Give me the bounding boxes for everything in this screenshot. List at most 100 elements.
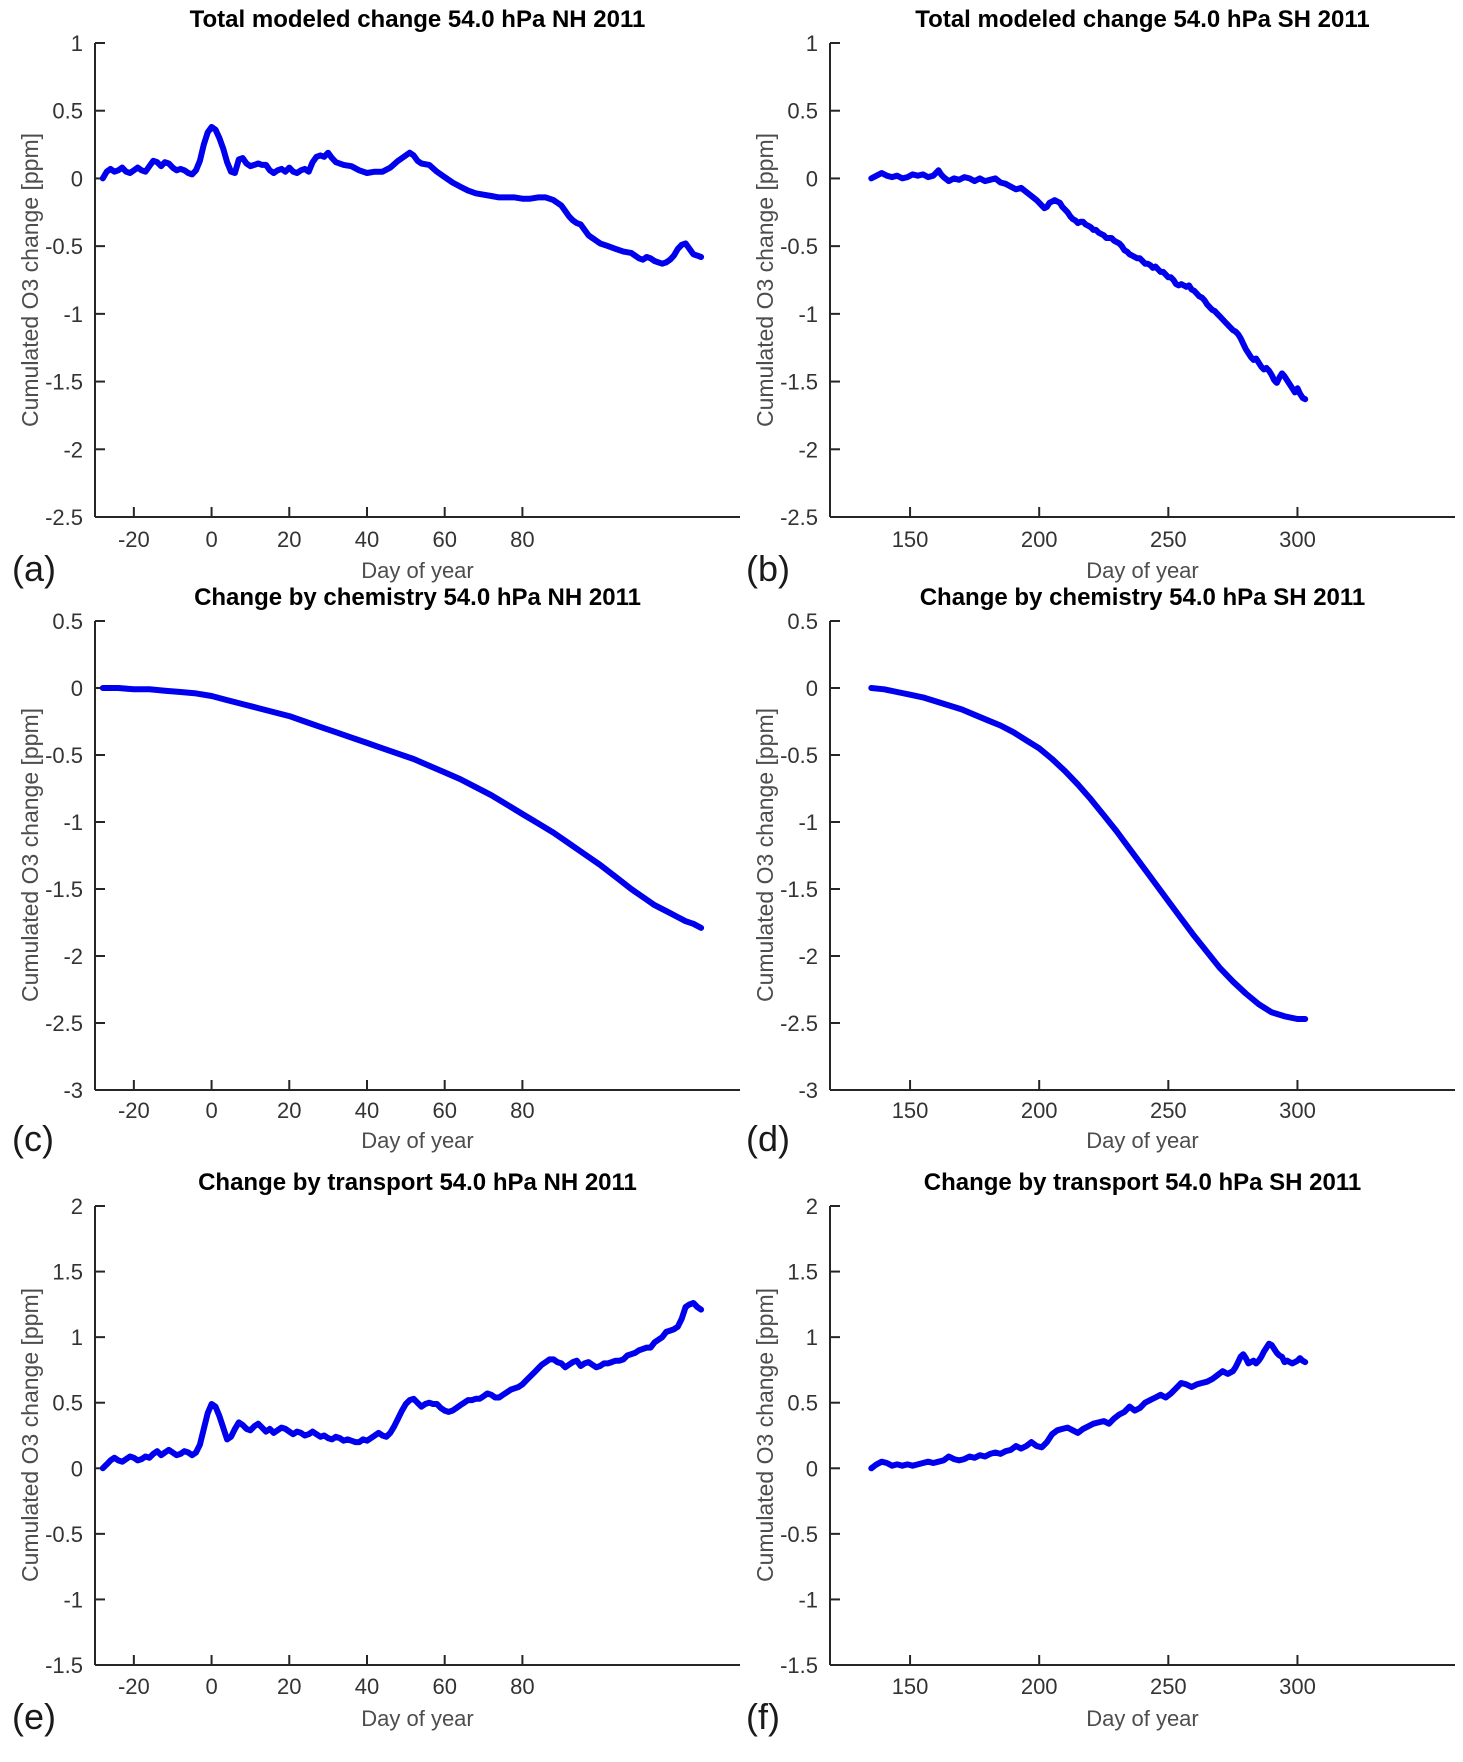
- panel-e-x-tick-label: 40: [355, 1674, 379, 1699]
- panel-e-x-tick-label: 20: [277, 1674, 301, 1699]
- panel-b-y-tick-label: -0.5: [780, 234, 818, 259]
- panel-b-x-tick-label: 150: [892, 527, 929, 552]
- panel-c-letter: (c): [12, 1118, 54, 1159]
- panel-c-xlabel: Day of year: [361, 1128, 474, 1153]
- panel-e-y-tick-label: -0.5: [45, 1522, 83, 1547]
- panel-a-ylabel: Cumulated O3 change [ppm]: [17, 132, 43, 428]
- panel-e-y-tick-label: 2: [71, 1194, 83, 1219]
- panel-d-xlabel: Day of year: [1086, 1128, 1199, 1153]
- panel-b-y-tick-label: -2.5: [780, 505, 818, 530]
- panel-c-x-tick-label: 20: [277, 1098, 301, 1123]
- panel-c-y-tick-label: -1: [63, 810, 83, 835]
- panel-d-y-tick-label: -0.5: [780, 743, 818, 768]
- panel-e-y-tick-label: 0: [71, 1456, 83, 1481]
- panel-d-letter: (d): [746, 1118, 790, 1159]
- panel-e-ylabel: Cumulated O3 change [ppm]: [17, 1287, 43, 1583]
- panel-f-title: Change by transport 54.0 hPa SH 2011: [923, 1169, 1362, 1196]
- panel-e-x-tick-label: 60: [432, 1674, 456, 1699]
- panel-d-chart: 150 200 250 300 0.5 0 -0.5 -1 -1.5 -2 -2.5 -3: [780, 609, 1455, 1123]
- panel-b-chart: 150 200 250 300 1 0.5 0 -0.5 -1 -1.5 -2 -2.5: [780, 31, 1455, 552]
- panel-f-y-tick-label: -1: [798, 1587, 818, 1612]
- panel-c-x-tick-label: 60: [432, 1098, 456, 1123]
- panel-b-data-line: [868, 167, 1309, 403]
- panel-f-x-tick-label: 250: [1150, 1674, 1187, 1699]
- panel-d-y-tick-label: -3: [798, 1078, 818, 1103]
- panel-e-data-line: [99, 1300, 705, 1472]
- panel-a-x-tick-label: 40: [355, 527, 379, 552]
- panel-b-y-tick-label: -1: [798, 302, 818, 327]
- panel-c-ylabel: Cumulated O3 change [ppm]: [17, 707, 43, 1003]
- panel-e-x-tick-label: 80: [510, 1674, 534, 1699]
- panel-a-y-tick-label: -0.5: [45, 234, 83, 259]
- panel-a-y-tick-label: -2.5: [45, 505, 83, 530]
- panel-e-y-tick-label: -1.5: [45, 1653, 83, 1678]
- panel-a-x-tick-label: 20: [277, 527, 301, 552]
- panel-b-y-tick-label: 0: [806, 166, 818, 191]
- panel-b-ylabel: Cumulated O3 change [ppm]: [752, 132, 778, 428]
- panel-d-data-line: [868, 685, 1309, 1022]
- panel-f-letter: (f): [746, 1696, 780, 1737]
- panel-d-y-tick-label: -2: [798, 944, 818, 969]
- panel-b-y-tick-label: 1: [806, 31, 818, 56]
- panel-e-xlabel: Day of year: [361, 1706, 474, 1731]
- panel-d-y-tick-label: -2.5: [780, 1011, 818, 1036]
- panel-d-ylabel: Cumulated O3 change [ppm]: [752, 707, 778, 1003]
- panel-d-y-tick-label: 0.5: [787, 609, 818, 634]
- panel-e-x-tick-label: 0: [205, 1674, 217, 1699]
- panel-a-xlabel: Day of year: [361, 558, 474, 583]
- panel-e-title: Change by transport 54.0 hPa NH 2011: [198, 1169, 637, 1196]
- panel-c-x-tick-label: 40: [355, 1098, 379, 1123]
- panel-a-y-tick-label: 0.5: [52, 99, 83, 124]
- panel-b-x-tick-label: 300: [1279, 527, 1316, 552]
- panel-c-y-tick-label: -2: [63, 944, 83, 969]
- panel-f-y-tick-label: 0.5: [787, 1391, 818, 1416]
- panel-d-title: Change by chemistry 54.0 hPa SH 2011: [919, 584, 1366, 611]
- panel-d-x-tick-label: 300: [1279, 1098, 1316, 1123]
- panel-b-letter: (b): [746, 548, 790, 589]
- panel-c-data-line: [99, 685, 705, 931]
- panel-b-x-tick-label: 200: [1021, 527, 1058, 552]
- panel-a-x-tick-label: 80: [510, 527, 534, 552]
- panel-c-x-tick-label: 0: [205, 1098, 217, 1123]
- panel-c-y-tick-label: -2.5: [45, 1011, 83, 1036]
- panel-c-y-tick-label: -1.5: [45, 877, 83, 902]
- panel-b-y-tick-label: -1.5: [780, 370, 818, 395]
- panel-b-x-tick-label: 250: [1150, 527, 1187, 552]
- panel-c-y-tick-label: 0: [71, 676, 83, 701]
- panel-a-x-tick-label: -20: [118, 527, 150, 552]
- panel-d-x-tick-label: 250: [1150, 1098, 1187, 1123]
- panel-f-xlabel: Day of year: [1086, 1706, 1199, 1731]
- panel-a-y-tick-label: -2: [63, 437, 83, 462]
- panel-a-y-tick-label: 1: [71, 31, 83, 56]
- panel-f-data-line: [868, 1340, 1309, 1472]
- panel-d-x-tick-label: 200: [1021, 1098, 1058, 1123]
- panel-a-title: Total modeled change 54.0 hPa NH 2011: [189, 6, 646, 33]
- panel-b-y-tick-label: 0.5: [787, 99, 818, 124]
- panel-f-y-tick-label: 2: [806, 1194, 818, 1219]
- panel-d-x-tick-label: 150: [892, 1098, 929, 1123]
- panel-f-y-tick-label: 1: [806, 1325, 818, 1350]
- panel-a-y-tick-label: 0: [71, 166, 83, 191]
- panel-a-y-tick-label: -1: [63, 302, 83, 327]
- panel-e-y-tick-label: -1: [63, 1587, 83, 1612]
- panel-c-x-tick-label: -20: [118, 1098, 150, 1123]
- panel-f-x-tick-label: 150: [892, 1674, 929, 1699]
- panel-e-x-tick-label: -20: [118, 1674, 150, 1699]
- panel-e-y-tick-label: 0.5: [52, 1391, 83, 1416]
- panel-f-chart: 150 200 250 300 2 1.5 1 0.5 0 -0.5 -1 -1.5: [780, 1194, 1455, 1699]
- panel-e-letter: (e): [12, 1696, 56, 1737]
- panel-f-x-tick-label: 200: [1021, 1674, 1058, 1699]
- panel-d-y-tick-label: -1.5: [780, 877, 818, 902]
- panel-c-y-tick-label: -0.5: [45, 743, 83, 768]
- panel-a-x-tick-label: 0: [205, 527, 217, 552]
- panel-c-title: Change by chemistry 54.0 hPa NH 2011: [194, 584, 641, 611]
- panel-d-y-tick-label: 0: [806, 676, 818, 701]
- panel-f-y-tick-label: -0.5: [780, 1522, 818, 1547]
- panel-c-y-tick-label: 0.5: [52, 609, 83, 634]
- panel-e-y-tick-label: 1: [71, 1325, 83, 1350]
- panel-f-y-tick-label: 1.5: [787, 1260, 818, 1285]
- panel-b-xlabel: Day of year: [1086, 558, 1199, 583]
- panel-f-y-tick-label: 0: [806, 1456, 818, 1481]
